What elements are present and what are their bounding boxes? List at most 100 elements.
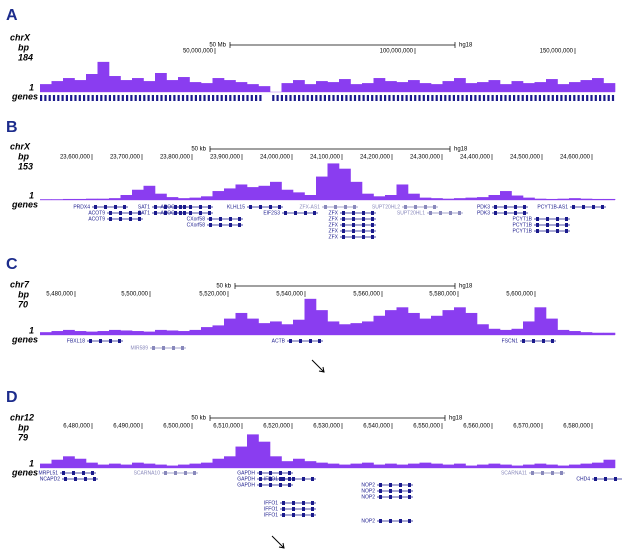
signal-bar — [155, 193, 167, 200]
signal-bar — [569, 82, 581, 92]
coord-label: 6,520,000 — [263, 424, 290, 430]
gene-feature — [577, 95, 580, 101]
gene-feature — [255, 95, 258, 101]
signal-bar — [74, 80, 87, 92]
gene-exon — [138, 217, 141, 221]
gene-feature — [448, 95, 451, 101]
gene-feature — [465, 95, 468, 101]
gene-label: NOP2 — [361, 518, 375, 524]
coord-label: 23,900,000 — [210, 155, 241, 161]
gene-exon — [269, 471, 272, 475]
gene-feature — [108, 95, 111, 101]
signal-bar — [281, 189, 294, 200]
signal-bar — [557, 329, 570, 335]
gene-label: ZFX — [329, 216, 339, 222]
gene-exon — [164, 205, 167, 209]
max-label: 70 — [18, 299, 28, 309]
gene-exon — [289, 339, 292, 343]
gene-feature — [401, 95, 404, 101]
signal-bar — [258, 185, 271, 200]
signal-bar — [385, 310, 397, 335]
gene-exon — [352, 235, 355, 239]
gene-exon — [179, 205, 182, 209]
signal-bar — [51, 81, 64, 92]
gene-exon — [546, 229, 549, 233]
signal-bar — [86, 198, 98, 200]
signal-bar — [419, 462, 432, 468]
gene-label: NOP2 — [361, 494, 375, 500]
gene-label: NCAPD2 — [40, 476, 61, 482]
coord-label: 5,480,000 — [46, 292, 73, 298]
signal-bar — [557, 198, 570, 200]
signal-bar — [270, 321, 282, 335]
gene-label: ZFX — [329, 234, 339, 240]
gene-feature — [422, 95, 425, 101]
gene-exon — [119, 217, 122, 221]
signal-bar — [362, 193, 374, 200]
gene-feature — [52, 95, 56, 101]
signal-bar — [189, 82, 202, 92]
gene-feature — [48, 95, 51, 101]
signal-bar — [109, 198, 121, 200]
gene-exon — [104, 205, 107, 209]
signal-bar — [224, 318, 236, 335]
genes-label: genes — [11, 199, 38, 209]
signal-bar — [132, 189, 144, 200]
assembly-label: hg18 — [449, 416, 463, 422]
coord-label: 5,580,000 — [429, 292, 456, 298]
gene-feature — [353, 95, 357, 101]
gene-exon — [154, 211, 157, 215]
signal-bar — [396, 307, 409, 335]
gene-exon — [64, 477, 67, 481]
gene-label: SUPT20HL1 — [397, 210, 425, 216]
bp-label: bp — [18, 289, 29, 299]
gene-exon — [389, 483, 392, 487]
scale-label: 50 Mb — [209, 43, 226, 49]
gene-exon — [174, 211, 177, 215]
gene-feature — [259, 95, 262, 101]
gene-feature — [160, 95, 163, 101]
signal-bar — [86, 462, 98, 468]
gene-label: GAPDH — [237, 482, 255, 488]
gene-feature — [362, 95, 365, 101]
signal-bar — [40, 199, 52, 200]
gene-exon — [299, 339, 302, 343]
signal-bar — [477, 324, 489, 335]
signal-bar — [454, 78, 466, 92]
signal-bar — [327, 463, 340, 468]
gene-feature — [332, 95, 335, 101]
gene-exon — [342, 217, 345, 221]
gene-feature — [611, 95, 615, 101]
gene-exon — [282, 507, 285, 511]
signal-bar — [431, 84, 443, 92]
gene-feature — [156, 95, 159, 101]
gene-exon — [414, 205, 417, 209]
signal-bar — [339, 79, 351, 92]
gene-feature — [190, 95, 193, 101]
gene-exon — [342, 235, 345, 239]
signal-bar — [143, 463, 156, 468]
signal-bar — [155, 329, 167, 335]
gene-label: GAPDH — [237, 470, 255, 476]
gene-label: FSCN1 — [502, 338, 519, 344]
gene-label: NOP2 — [361, 482, 375, 488]
gene-exon — [399, 489, 402, 493]
gene-exon — [288, 483, 291, 487]
arrow-c — [311, 359, 325, 373]
signal-bar — [350, 323, 363, 335]
gene-label: EIF2S3 — [263, 210, 280, 216]
gene-exon — [249, 205, 252, 209]
gene-exon — [179, 211, 182, 215]
gene-exon — [494, 211, 497, 215]
gene-feature — [418, 95, 421, 101]
gene-exon — [541, 471, 544, 475]
signal-bar — [201, 83, 213, 92]
gene-feature — [538, 95, 541, 101]
gene-feature — [495, 95, 498, 101]
gene-exon — [379, 495, 382, 499]
gene-exon — [514, 205, 517, 209]
gene-exon — [109, 217, 112, 221]
gene-exon — [219, 223, 222, 227]
gene-label: CXorf58 — [187, 216, 206, 222]
